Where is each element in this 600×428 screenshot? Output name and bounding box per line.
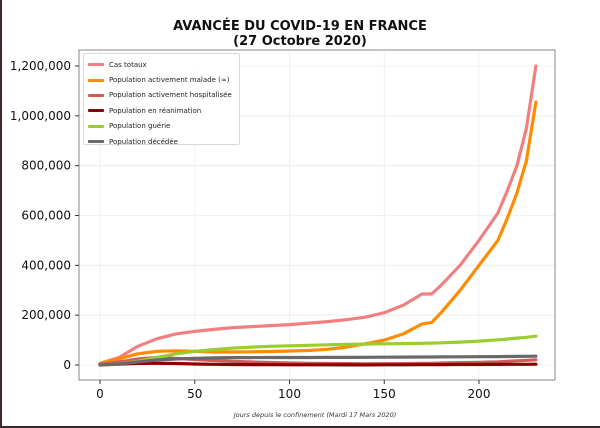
- chart-title-block: AVANCÉE DU COVID-19 EN FRANCE (27 Octobr…: [150, 19, 450, 49]
- legend-label: Population en réanimation: [109, 106, 202, 115]
- series-line: [98, 64, 538, 365]
- y-tick-label: 0: [63, 358, 71, 372]
- chart-title: AVANCÉE DU COVID-19 EN FRANCE: [173, 19, 427, 34]
- y-tick-label: 200,000: [21, 308, 71, 322]
- series-line: [98, 334, 538, 367]
- x-tick-label: 100: [278, 387, 301, 401]
- legend-swatch-guerie: [88, 124, 104, 128]
- legend-item: Cas totaux: [88, 57, 239, 72]
- x-tick-label: 150: [373, 387, 396, 401]
- frame-left-border: [0, 0, 2, 428]
- legend-swatch-reanimation: [88, 109, 104, 113]
- y-tick-label: 600,000: [21, 209, 71, 223]
- legend-label: Population guérie: [109, 122, 171, 131]
- legend-item: Population activement malade (≈): [88, 72, 239, 87]
- y-tick-label: 1,000,000: [10, 109, 71, 123]
- legend: Cas totaux Population activement malade …: [83, 53, 240, 146]
- series-line: [98, 361, 538, 367]
- series-line: [98, 354, 538, 367]
- legend-label: Population décédée: [109, 137, 178, 146]
- legend-item: Population en réanimation: [88, 103, 239, 118]
- x-axis-label: Jours depuis le confinement (Mardi 17 Ma…: [233, 411, 397, 419]
- frame-bottom-border: [0, 426, 600, 428]
- legend-item: Population décédée: [88, 134, 239, 149]
- legend-swatch-malade: [88, 78, 104, 82]
- y-tick-label: 1,200,000: [10, 59, 71, 73]
- y-tick-label: 800,000: [21, 159, 71, 173]
- x-tick-label: 0: [96, 387, 104, 401]
- legend-swatch-decedee: [88, 140, 104, 144]
- y-tick-label: 400,000: [21, 258, 71, 272]
- x-tick-label: 50: [187, 387, 202, 401]
- x-tick-label: 200: [468, 387, 491, 401]
- legend-label: Population activement malade (≈): [109, 76, 230, 85]
- legend-label: Cas totaux: [109, 60, 147, 69]
- legend-item: Population guérie: [88, 119, 239, 134]
- legend-swatch-cas-totaux: [88, 63, 104, 67]
- legend-item: Population activement hospitalisée: [88, 88, 239, 103]
- legend-swatch-hospitalisee: [88, 93, 104, 97]
- series-line: [98, 100, 538, 366]
- legend-label: Population activement hospitalisée: [109, 91, 232, 100]
- chart-subtitle: (27 Octobre 2020): [233, 34, 367, 49]
